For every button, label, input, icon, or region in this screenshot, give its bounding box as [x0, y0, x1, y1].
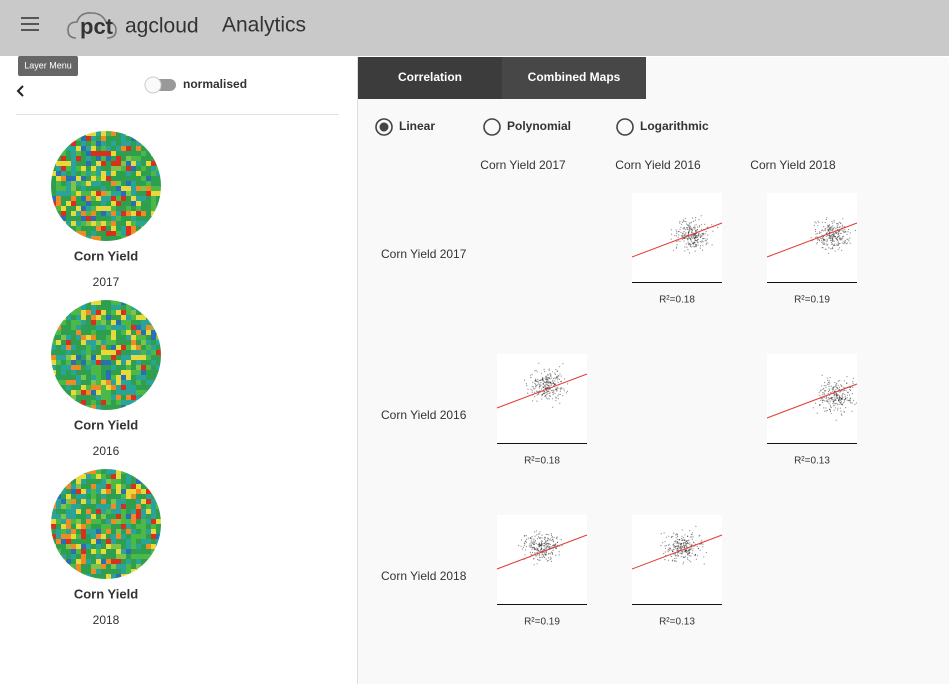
radio-button[interactable]: [616, 118, 634, 136]
r-squared: R²=0.13: [659, 617, 695, 628]
scatter-plot: [496, 354, 588, 444]
column-header: Corn Yield 2017: [480, 158, 566, 172]
scatter-points: [518, 530, 563, 566]
layer-year: 2018: [93, 613, 120, 627]
logo-cloud: [67, 12, 117, 39]
scatter-points: [524, 362, 569, 408]
scatter-points: [670, 215, 719, 254]
radio-button[interactable]: [483, 118, 501, 136]
map-image: [51, 131, 161, 241]
row-header: Corn Yield 2016: [381, 408, 467, 422]
layer-name: Corn Yield: [74, 586, 138, 601]
plot-area: [497, 354, 587, 444]
fit-line: [766, 222, 858, 258]
r-squared: R²=0.19: [794, 295, 830, 306]
tooltip: [18, 56, 78, 76]
layer-year: 2016: [93, 444, 120, 458]
back-button[interactable]: [16, 85, 24, 97]
plot-area: [497, 515, 587, 605]
fit-line: [766, 383, 858, 419]
map-image: [51, 469, 161, 579]
scatter-plot: [766, 354, 858, 444]
scatter-points: [812, 374, 857, 421]
scatter-plot: [766, 193, 858, 283]
tab-label[interactable]: Combined Maps: [528, 70, 621, 84]
layer-thumbnail[interactable]: [51, 469, 161, 579]
layer-thumbnail[interactable]: [51, 131, 161, 241]
row-header: Corn Yield 2018: [381, 569, 467, 583]
radio-label[interactable]: Polynomial: [507, 119, 571, 133]
scatter-plot: [631, 515, 723, 605]
scatter-plot: [496, 515, 588, 605]
layer-name: Corn Yield: [74, 417, 138, 432]
plot-area: [632, 193, 722, 283]
r-squared: R²=0.13: [794, 456, 830, 467]
menu-button[interactable]: [21, 17, 39, 31]
map-image: [51, 300, 161, 410]
toggle[interactable]: [144, 76, 176, 94]
r-squared: R²=0.18: [524, 456, 560, 467]
logo-mark: pct: [80, 14, 114, 39]
scatter-plot: [631, 193, 723, 283]
fit-line: [631, 534, 723, 570]
row-header: Corn Yield 2017: [381, 247, 467, 261]
plot-area: [767, 354, 857, 444]
toggle-label: normalised: [183, 77, 247, 91]
column-header: Corn Yield 2018: [750, 158, 836, 172]
plot-area: [767, 193, 857, 283]
r-squared: R²=0.19: [524, 617, 560, 628]
column-header: Corn Yield 2016: [615, 158, 701, 172]
radio-dot: [379, 122, 389, 132]
radio-label[interactable]: Logarithmic: [640, 119, 709, 133]
tab[interactable]: [502, 57, 646, 99]
header: [0, 0, 949, 56]
r-squared: R²=0.18: [659, 295, 695, 306]
radio-button[interactable]: [375, 118, 393, 136]
tab-label[interactable]: Correlation: [398, 70, 462, 84]
logo-text: agcloud: [125, 15, 199, 38]
tooltip-text: Layer Menu: [24, 60, 72, 70]
layer-name: Corn Yield: [74, 248, 138, 263]
radio-label[interactable]: Linear: [399, 119, 435, 133]
scatter-points: [810, 217, 856, 254]
layer-thumbnail[interactable]: [51, 300, 161, 410]
page-title: Analytics: [222, 14, 306, 37]
fit-line: [496, 534, 588, 570]
fit-line: [631, 222, 723, 258]
tab[interactable]: [358, 57, 502, 99]
plot-area: [632, 515, 722, 605]
layer-year: 2017: [93, 275, 120, 289]
fit-line: [496, 373, 588, 409]
